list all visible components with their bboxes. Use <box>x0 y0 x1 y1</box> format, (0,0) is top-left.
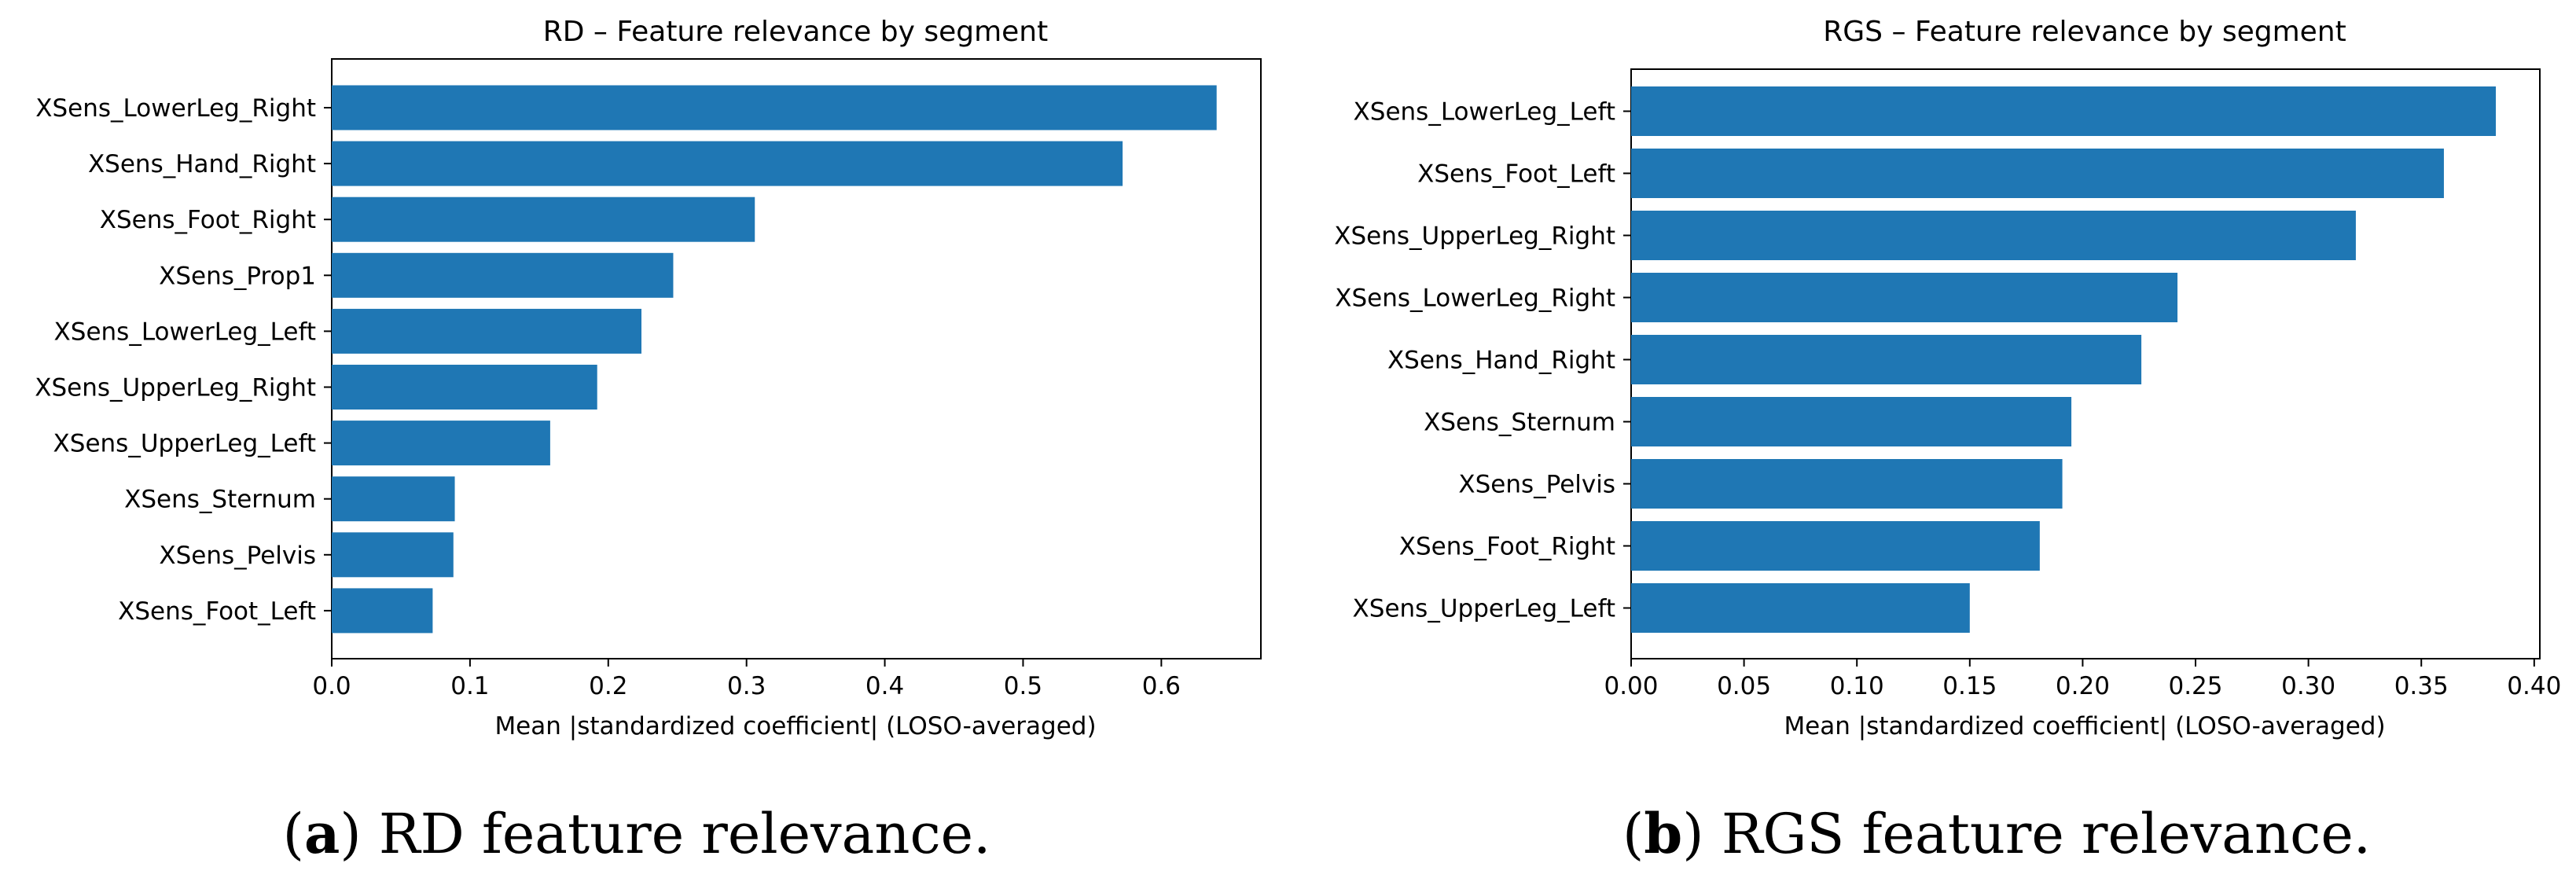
category-label-rgs-5: XSens_Sternum <box>1424 409 1615 437</box>
category-labels-rd: XSens_LowerLeg_Right XSens_Hand_Right XSen… <box>35 94 332 626</box>
x-tick-label-rd-2: 0.2 <box>589 672 627 700</box>
category-label-rgs-1: XSens_Foot_Left <box>1417 160 1615 189</box>
category-label-rgs-6: XSens_Pelvis <box>1458 471 1615 499</box>
category-label-rd-5: XSens_UpperLeg_Right <box>35 374 316 402</box>
x-tick-label-rd-0: 0.0 <box>312 672 351 700</box>
bar-rd-1 <box>332 141 1123 186</box>
category-label-rd-1: XSens_Hand_Right <box>88 150 316 178</box>
x-tick-label-rgs-4: 0.20 <box>2056 672 2110 700</box>
bar-rgs-8 <box>1631 583 1970 633</box>
category-labels-rgs: XSens_LowerLeg_Left XSens_Foot_Left XSens_… <box>1334 98 1631 623</box>
category-label-rd-3: XSens_Prop1 <box>159 262 316 290</box>
x-tick-label-rd-1: 0.1 <box>450 672 489 700</box>
x-tick-label-rd-6: 0.6 <box>1142 672 1181 700</box>
category-label-rgs-0: XSens_LowerLeg_Left <box>1354 98 1615 127</box>
bar-rgs-7 <box>1631 521 2040 571</box>
category-label-rgs-3: XSens_LowerLeg_Right <box>1335 285 1615 313</box>
bar-rgs-0 <box>1631 86 2496 136</box>
chart-title-rgs: RGS – Feature relevance by segment <box>1823 16 2346 48</box>
category-label-rd-7: XSens_Sternum <box>124 486 316 514</box>
x-tick-label-rgs-2: 0.10 <box>1830 672 1884 700</box>
bar-rgs-1 <box>1631 149 2444 198</box>
bar-rd-3 <box>332 252 674 298</box>
chart-title-rd: RD – Feature relevance by segment <box>543 16 1048 48</box>
panel-rgs: RGS – Feature relevance by segment XSens… <box>1334 16 2561 866</box>
bar-rd-8 <box>332 532 454 578</box>
x-tick-label-rgs-3: 0.15 <box>1942 672 1997 700</box>
category-label-rgs-8: XSens_UpperLeg_Left <box>1353 595 1615 623</box>
bar-rd-9 <box>332 588 433 634</box>
category-label-rd-9: XSens_Foot_Left <box>118 597 316 626</box>
category-label-rd-2: XSens_Foot_Right <box>100 206 316 234</box>
x-tick-label-rd-5: 0.5 <box>1004 672 1042 700</box>
x-tick-label-rd-4: 0.4 <box>865 672 904 700</box>
category-label-rgs-2: XSens_UpperLeg_Right <box>1334 222 1615 251</box>
bar-rd-5 <box>332 365 597 410</box>
caption-letter-rgs: b <box>1644 801 1682 866</box>
bars-rgs <box>1631 86 2496 633</box>
x-tick-label-rgs-6: 0.30 <box>2281 672 2335 700</box>
x-tick-label-rgs-1: 0.05 <box>1717 672 1771 700</box>
category-label-rd-8: XSens_Pelvis <box>159 542 316 570</box>
bar-rgs-2 <box>1631 211 2356 260</box>
category-label-rgs-4: XSens_Hand_Right <box>1387 347 1615 375</box>
x-tick-label-rgs-0: 0.00 <box>1604 672 1658 700</box>
category-label-rd-0: XSens_LowerLeg_Right <box>35 94 316 123</box>
x-tick-label-rd-3: 0.3 <box>727 672 766 700</box>
x-ticks-rgs: 0.00 0.05 0.10 0.15 0.20 0.25 0.30 0.35 0.40 <box>1604 659 2561 700</box>
category-label-rd-6: XSens_UpperLeg_Left <box>53 430 316 458</box>
bar-rd-6 <box>332 421 550 466</box>
x-tick-label-rgs-8: 0.40 <box>2507 672 2561 700</box>
x-axis-label-rgs: Mean |standardized coefficient| (LOSO-av… <box>1784 712 2385 740</box>
bar-rd-0 <box>332 85 1217 130</box>
x-axis-label-rd: Mean |standardized coefficient| (LOSO-av… <box>494 712 1096 740</box>
x-ticks-rd: 0.0 0.1 0.2 0.3 0.4 0.5 0.6 <box>312 659 1181 700</box>
bar-rgs-4 <box>1631 335 2142 384</box>
plot-frame-rd <box>331 58 1262 659</box>
bar-rd-7 <box>332 476 455 522</box>
bars-rd <box>332 85 1217 634</box>
category-label-rgs-7: XSens_Foot_Right <box>1399 533 1615 561</box>
caption-rgs: (b) RGS feature relevance. <box>1622 801 2371 866</box>
panel-rd: RD – Feature relevance by segment XSens_… <box>35 16 1262 866</box>
caption-text-rd: RD feature relevance. <box>379 802 990 866</box>
caption-text-rgs: RGS feature relevance. <box>1722 802 2371 866</box>
bar-rd-2 <box>332 197 755 242</box>
bar-rgs-3 <box>1631 273 2178 322</box>
bar-rd-4 <box>332 308 641 354</box>
bar-rgs-5 <box>1631 397 2072 446</box>
bar-rgs-6 <box>1631 459 2063 509</box>
x-tick-label-rgs-5: 0.25 <box>2168 672 2222 700</box>
caption-letter-rd: a <box>304 801 340 866</box>
category-label-rd-4: XSens_LowerLeg_Left <box>54 318 316 346</box>
caption-rd: (a) RD feature relevance. <box>283 801 991 866</box>
x-tick-label-rgs-7: 0.35 <box>2394 672 2449 700</box>
